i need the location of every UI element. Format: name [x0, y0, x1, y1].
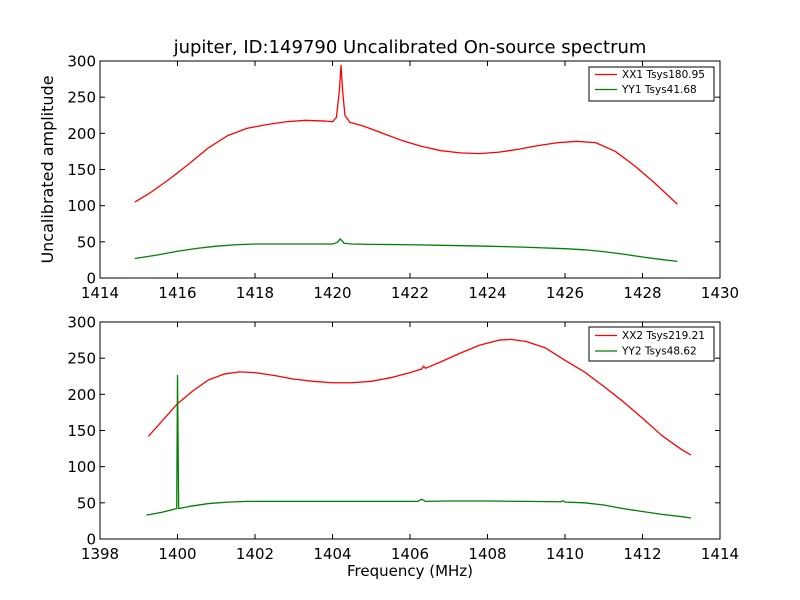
top-y-tick-label: 0 [86, 270, 96, 288]
top-y-axis-label: Uncalibrated amplitude [38, 75, 57, 263]
top-legend-label-yy1: YY1 Tsys41.68 [621, 84, 697, 96]
figure-title: jupiter, ID:149790 Uncalibrated On-sourc… [173, 37, 647, 58]
bottom-legend-box [588, 326, 715, 362]
top-x-tick-label: 1422 [391, 284, 429, 302]
bottom-x-tick-label: 1398 [81, 545, 119, 563]
top-y-tick-label: 50 [77, 233, 96, 251]
top-legend: XX1 Tsys180.95 YY1 Tsys41.68 [588, 66, 715, 102]
top-x-tick-label: 1428 [623, 284, 661, 302]
bottom-legend-label-yy2: YY2 Tsys48.62 [621, 346, 697, 358]
top-panel: 1414 1416 1418 1420 1422 1424 1426 1428 1430 0 50 1… [38, 53, 739, 303]
top-y-tick-label: 250 [67, 89, 96, 107]
bottom-x-tick-label: 1408 [468, 545, 506, 563]
bottom-series-line-yy [146, 374, 692, 519]
top-legend-box [588, 66, 715, 102]
bottom-legend: XX2 Tsys219.21 YY2 Tsys48.62 [588, 326, 715, 362]
top-series-group [134, 64, 678, 263]
bottom-x-tick-label: 1402 [236, 545, 274, 563]
top-axis-ticks: 1414 1416 1418 1420 1422 1424 1426 1428 1430 0 50 1… [67, 53, 739, 303]
top-x-tick-label: 1418 [236, 284, 274, 302]
top-x-tick-label: 1414 [81, 284, 119, 302]
bottom-legend-label-xx2: XX2 Tsys219.21 [622, 330, 705, 342]
bottom-y-tick-label: 100 [67, 458, 96, 476]
bottom-y-tick-label: 200 [67, 386, 96, 404]
top-y-tick-label: 300 [67, 53, 96, 71]
bottom-y-tick-label: 50 [77, 494, 96, 512]
bottom-y-tick-label: 150 [67, 422, 96, 440]
top-x-tick-label: 1424 [468, 284, 506, 302]
top-y-tick-label: 100 [67, 197, 96, 215]
bottom-axis-ticks: 1398 1400 1402 1404 1406 1408 1410 1412 1414 0 50 1… [67, 314, 739, 564]
top-y-tick-label: 150 [67, 161, 96, 179]
bottom-x-tick-label: 1406 [391, 545, 429, 563]
top-series-line-yy [134, 238, 678, 263]
bottom-x-tick-label: 1412 [623, 545, 661, 563]
top-x-tick-label: 1420 [313, 284, 351, 302]
bottom-y-tick-label: 250 [67, 350, 96, 368]
bottom-x-tick-label: 1410 [546, 545, 584, 563]
bottom-x-tick-label: 1414 [701, 545, 739, 563]
bottom-y-tick-label: 0 [86, 531, 96, 549]
top-legend-label-xx1: XX1 Tsys180.95 [622, 69, 705, 81]
top-series-line-xx [134, 64, 678, 205]
bottom-x-axis-label: Frequency (MHz) [347, 562, 473, 580]
bottom-x-tick-label: 1404 [313, 545, 351, 563]
top-x-tick-label: 1426 [546, 284, 584, 302]
bottom-series-group [146, 338, 692, 519]
bottom-panel: 1398 1400 1402 1404 1406 1408 1410 1412 1414 0 50 1… [67, 314, 739, 581]
bottom-y-tick-label: 300 [67, 314, 96, 332]
top-x-tick-label: 1430 [701, 284, 739, 302]
bottom-x-tick-label: 1400 [158, 545, 196, 563]
top-y-tick-label: 200 [67, 125, 96, 143]
top-x-tick-label: 1416 [158, 284, 196, 302]
bottom-series-line-xx [147, 338, 692, 456]
